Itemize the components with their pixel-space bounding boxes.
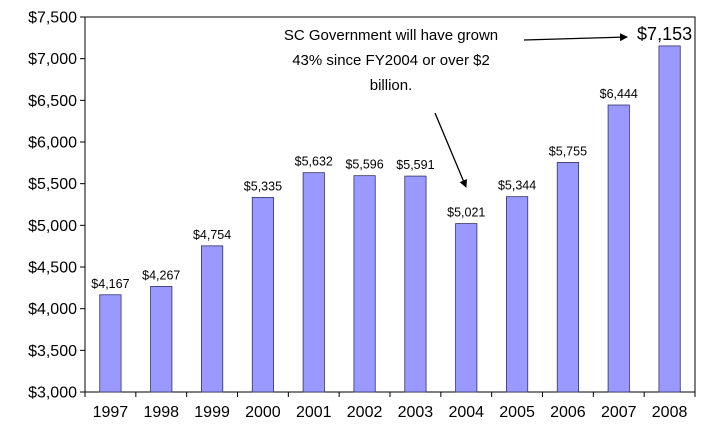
bar — [607, 104, 630, 393]
plot-area — [84, 16, 696, 393]
annotation: SC Government will have grown 43% since … — [284, 27, 628, 188]
x-tick-label: 2006 — [550, 404, 586, 421]
bar — [455, 223, 478, 393]
bar — [404, 175, 427, 393]
y-tick-label: $5,500 — [28, 176, 77, 193]
bar — [506, 196, 529, 393]
bar — [150, 286, 173, 393]
data-label: $5,021 — [447, 206, 485, 220]
x-tick-label: 1998 — [143, 404, 179, 421]
data-label: $5,335 — [244, 179, 282, 193]
data-label: $4,754 — [193, 228, 231, 242]
y-axis: $3,000 $3,500 $4,000 $4,500 $5,000 $5,500 $6,0… — [28, 10, 85, 402]
x-tick-label: 2007 — [601, 404, 637, 421]
y-tick-label: $4,000 — [28, 301, 77, 318]
bar — [99, 294, 122, 393]
x-tick-label: 2008 — [652, 404, 688, 421]
bar — [251, 197, 274, 393]
bar — [302, 172, 325, 393]
annotation-arrow-to-2004 — [434, 112, 467, 188]
y-tick-label: $3,000 — [28, 385, 77, 402]
x-tick-label: 2002 — [347, 404, 383, 421]
y-tick-label: $5,000 — [28, 218, 77, 235]
data-label: $4,267 — [142, 268, 180, 282]
data-labels: $4,167 $4,267 $4,754 $5,335 $5,632 $5,596 $5,5… — [91, 24, 692, 291]
plot-border — [84, 16, 696, 393]
annotation-line-1: SC Government will have grown — [284, 27, 498, 44]
data-label: $4,167 — [91, 277, 129, 291]
data-label: $5,344 — [498, 179, 536, 193]
y-tick-label: $6,000 — [28, 135, 77, 152]
bar — [353, 175, 376, 393]
x-tick-label: 2001 — [296, 404, 332, 421]
annotation-line-2: 43% since FY2004 or over $2 — [292, 52, 490, 69]
bar — [556, 162, 579, 393]
data-label: $7,153 — [637, 24, 692, 44]
x-tick-label: 1997 — [93, 404, 129, 421]
y-tick-label: $4,500 — [28, 260, 77, 277]
y-tick-label: $7,500 — [28, 10, 77, 27]
y-tick-label: $7,000 — [28, 51, 77, 68]
bars — [99, 45, 681, 393]
x-tick-label: 2000 — [245, 404, 281, 421]
x-tick-label: 2003 — [398, 404, 434, 421]
x-axis: 1997 1998 1999 2000 2001 2002 2003 2004 2005 2006… — [84, 392, 696, 421]
x-tick-label: 2005 — [499, 404, 535, 421]
annotation-line-3: billion. — [370, 77, 413, 94]
annotation-arrow-to-2008 — [523, 33, 628, 42]
y-tick-label: $3,500 — [28, 343, 77, 360]
bar — [658, 45, 681, 393]
x-tick-label: 2004 — [448, 404, 484, 421]
data-label: $5,755 — [549, 144, 587, 158]
bar — [201, 245, 224, 393]
data-label: $5,596 — [345, 158, 383, 172]
data-label: $5,591 — [396, 158, 434, 172]
data-label: $5,632 — [295, 155, 333, 169]
data-label: $6,444 — [600, 87, 638, 101]
x-tick-label: 1999 — [194, 404, 230, 421]
y-tick-label: $6,500 — [28, 93, 77, 110]
